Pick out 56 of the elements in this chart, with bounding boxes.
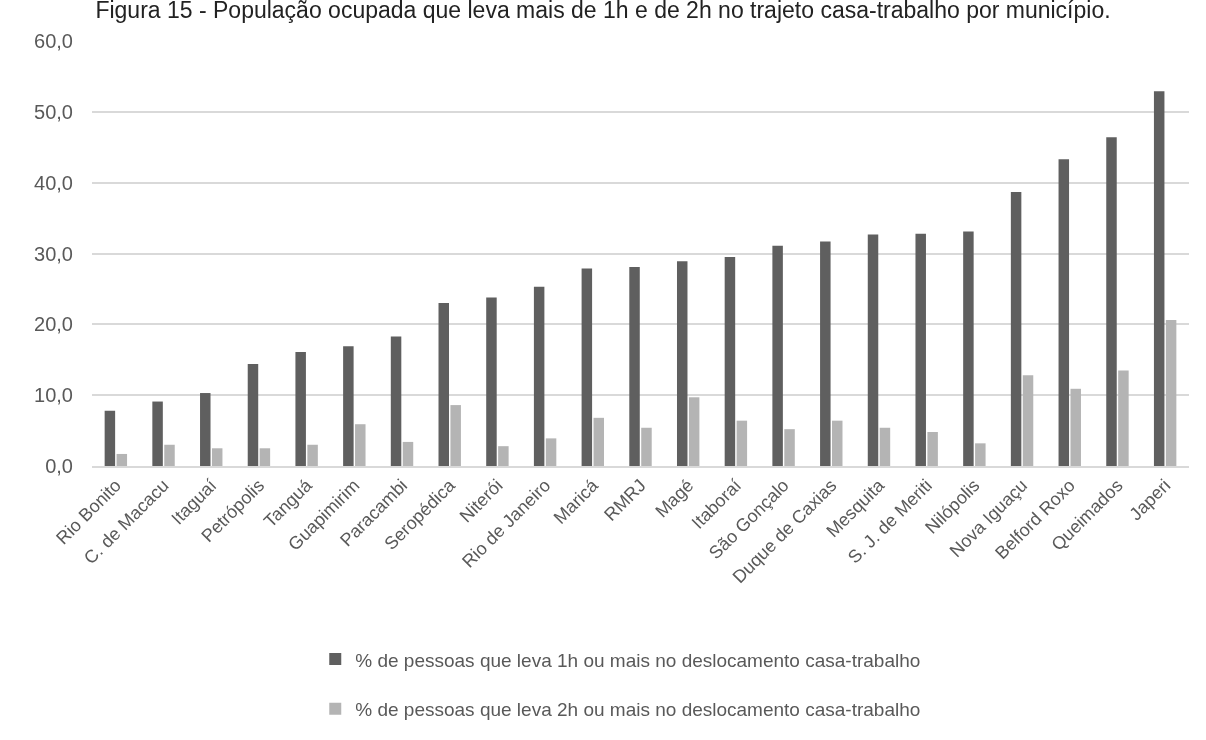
bar — [247, 364, 259, 466]
bar — [450, 405, 461, 466]
bar — [438, 303, 449, 466]
bar — [259, 448, 271, 466]
bar — [975, 443, 986, 466]
bar — [1165, 320, 1177, 466]
bar — [1070, 388, 1081, 466]
bar — [927, 432, 938, 466]
chart-title: Figura 15 - População ocupada que leva mais de 1h e de 2h no trajeto casa-trabalho por município. — [95, 0, 1111, 23]
bar — [104, 410, 116, 466]
bar — [533, 286, 545, 466]
bar — [486, 297, 497, 466]
y-tick-label: 40,0 — [34, 171, 73, 194]
y-tick-label: 60,0 — [34, 30, 73, 52]
bar — [772, 245, 783, 466]
bar — [629, 266, 640, 466]
y-tick-label: 10,0 — [34, 384, 73, 407]
y-tick-label: 20,0 — [34, 313, 73, 336]
bar — [676, 261, 688, 466]
bar — [152, 401, 163, 466]
y-tick-label: 30,0 — [34, 242, 73, 265]
bar — [307, 444, 318, 466]
bar — [164, 444, 175, 466]
y-tick-label: 50,0 — [34, 100, 73, 123]
bar — [1010, 191, 1022, 466]
y-tick-label: 0,0 — [45, 455, 73, 477]
bar — [724, 257, 736, 466]
bar — [1153, 91, 1165, 466]
bar — [879, 427, 891, 466]
bar — [1058, 159, 1070, 466]
bar — [1118, 370, 1129, 466]
legend-label: % de pessoas que leva 2h ou mais no deslocamento casa-trabalho — [355, 699, 921, 721]
bar — [593, 417, 605, 466]
bar — [116, 453, 128, 466]
bar — [402, 441, 414, 466]
bar — [832, 420, 843, 466]
bar — [1106, 137, 1117, 466]
bar — [200, 393, 211, 466]
bar — [641, 427, 652, 466]
bar — [498, 446, 509, 466]
bar — [211, 448, 223, 466]
bar — [1022, 375, 1034, 466]
bar — [736, 420, 748, 466]
bar — [867, 234, 879, 466]
bar — [295, 351, 306, 466]
bar — [545, 438, 557, 466]
bar — [820, 241, 831, 466]
bar — [688, 397, 700, 466]
bar — [343, 346, 354, 466]
bar — [963, 231, 974, 466]
legend-label: % de pessoas que leva 1h ou mais no deslocamento casa-trabalho — [355, 649, 921, 671]
bar — [390, 336, 402, 466]
bar — [784, 429, 795, 466]
bar — [915, 233, 926, 466]
bar — [581, 268, 593, 466]
bar — [355, 424, 366, 466]
